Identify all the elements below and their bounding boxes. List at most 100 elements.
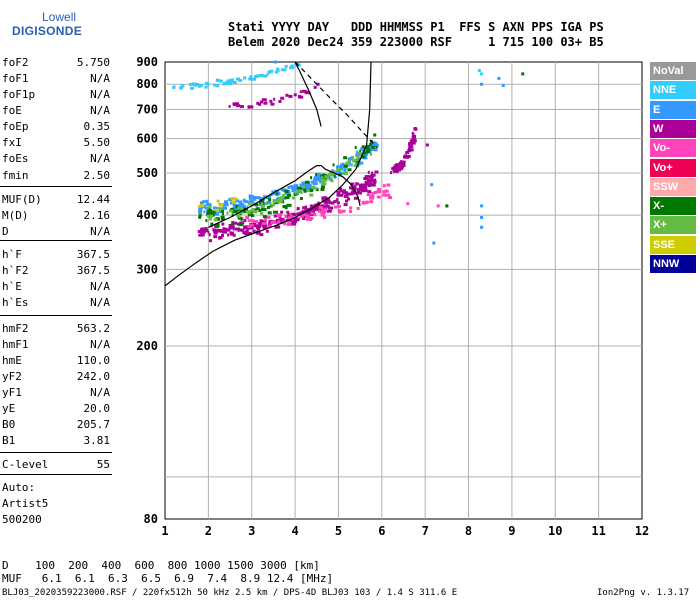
- file-info: BLJ03_2020359223000.RSF / 220fx512h 50 k…: [2, 588, 458, 598]
- echo-point: [388, 196, 393, 200]
- echo-point: [278, 99, 282, 103]
- echo-point: [248, 196, 252, 200]
- echo-point: [305, 182, 311, 186]
- echo-point: [321, 178, 324, 182]
- y-tick-label: 400: [136, 208, 158, 222]
- echo-point: [323, 200, 328, 204]
- echo-point: [243, 225, 249, 229]
- echo-point: [232, 81, 237, 85]
- echo-point: [221, 209, 225, 213]
- echo-point: [393, 165, 397, 169]
- echo-point: [205, 81, 210, 85]
- param-value: 3.81: [83, 434, 111, 447]
- echo-point: [274, 60, 278, 64]
- echo-point: [236, 214, 241, 218]
- echo-point: [356, 206, 360, 210]
- echo-point: [366, 175, 371, 179]
- echo-point: [323, 196, 328, 200]
- echo-point: [331, 169, 335, 173]
- echo-point: [239, 205, 245, 209]
- echo-point: [369, 147, 374, 151]
- echo-point: [336, 193, 341, 197]
- echo-point: [325, 207, 328, 211]
- echo-point: [265, 229, 269, 233]
- y-tick-label: 900: [136, 55, 158, 69]
- echo-point: [216, 199, 220, 203]
- echo-point: [313, 186, 318, 190]
- echo-point: [277, 220, 281, 224]
- param-value: 110.0: [76, 354, 110, 367]
- echo-point: [425, 143, 429, 147]
- legend-item: Vo-: [650, 139, 696, 158]
- param-value: 12.44: [76, 193, 110, 206]
- echo-point: [199, 207, 203, 211]
- echo-point: [258, 209, 262, 213]
- echo-point: [283, 222, 287, 226]
- echo-point: [310, 211, 314, 215]
- echo-point: [375, 148, 378, 152]
- echo-point: [382, 193, 387, 197]
- echo-point: [339, 163, 344, 167]
- echo-point: [229, 201, 234, 205]
- legend-item: X-: [650, 197, 696, 216]
- echo-point: [348, 163, 351, 167]
- x-tick-label: 3: [248, 524, 255, 538]
- param-row: foF2 5.750: [2, 56, 110, 71]
- echo-point: [332, 163, 335, 167]
- echo-point: [253, 195, 257, 199]
- echo-point: [270, 203, 275, 207]
- param-value: 367.5: [76, 248, 110, 261]
- echo-point: [214, 212, 219, 216]
- echo-point: [360, 185, 365, 189]
- echo-point: [317, 172, 322, 176]
- echo-point: [227, 233, 230, 237]
- echo-point: [290, 64, 294, 68]
- echo-point: [327, 173, 331, 177]
- echo-point: [246, 226, 251, 230]
- echo-point: [338, 173, 342, 177]
- echo-point: [245, 229, 249, 233]
- x-tick-label: 8: [465, 524, 472, 538]
- echo-point: [243, 76, 247, 80]
- echo-point: [308, 188, 313, 192]
- param-row: foF1p N/A: [2, 88, 110, 103]
- auto-method: Artist5: [2, 497, 49, 510]
- echo-point: [181, 84, 185, 88]
- echo-point: [359, 191, 362, 195]
- echo-point: [320, 175, 323, 179]
- echo-point: [355, 182, 359, 186]
- echo-point: [355, 159, 360, 163]
- echo-point: [245, 216, 250, 220]
- echo-point: [222, 202, 226, 206]
- echo-point: [318, 206, 323, 210]
- param-row: yE 20.0: [2, 402, 110, 417]
- echo-point: [199, 204, 204, 208]
- separator: [0, 240, 112, 241]
- echo-point: [249, 199, 255, 203]
- echo-point: [266, 206, 270, 210]
- echo-point: [239, 105, 244, 109]
- echo-point: [281, 217, 285, 221]
- echo-point: [222, 227, 226, 231]
- echo-point: [247, 200, 251, 204]
- echo-point: [368, 145, 372, 149]
- echo-point: [204, 230, 207, 234]
- echo-point: [235, 205, 239, 209]
- echo-point: [229, 209, 234, 213]
- echo-point: [373, 143, 379, 147]
- echo-point: [262, 226, 266, 230]
- echo-point: [217, 210, 222, 214]
- echo-point: [371, 191, 375, 195]
- echo-point: [296, 189, 302, 193]
- echo-point: [497, 76, 501, 80]
- param-row: MUF(D) 12.44: [2, 193, 110, 208]
- echo-point: [361, 145, 365, 149]
- echo-point: [336, 201, 340, 205]
- echo-point: [247, 213, 253, 217]
- echo-point: [236, 222, 240, 226]
- echo-point: [252, 210, 258, 214]
- echo-point: [310, 180, 314, 184]
- echo-point: [247, 224, 252, 228]
- echo-point: [243, 200, 248, 204]
- echo-point: [213, 83, 218, 87]
